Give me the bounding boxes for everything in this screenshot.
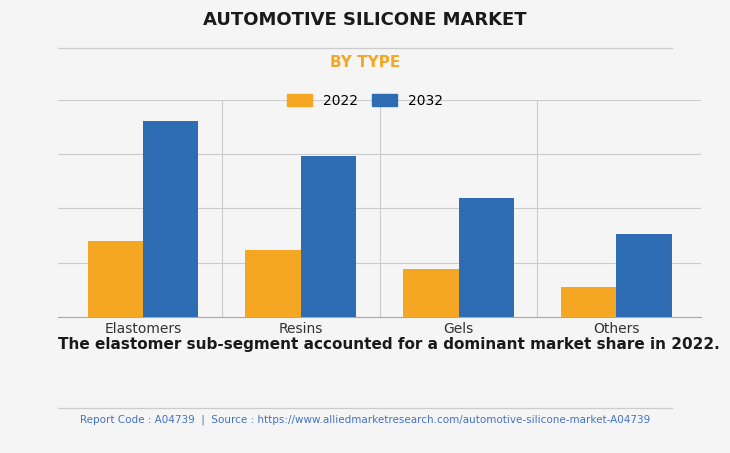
Bar bbox=[143, 121, 198, 317]
Legend: 2022, 2032: 2022, 2032 bbox=[281, 88, 449, 114]
Bar bbox=[561, 287, 616, 317]
Bar bbox=[458, 198, 514, 317]
Text: Report Code : A04739  |  Source : https://www.alliedmarketresearch.com/automotiv: Report Code : A04739 | Source : https://… bbox=[80, 414, 650, 425]
Bar bbox=[88, 241, 143, 317]
Text: AUTOMOTIVE SILICONE MARKET: AUTOMOTIVE SILICONE MARKET bbox=[203, 11, 527, 29]
Bar bbox=[616, 235, 672, 317]
Text: The elastomer sub-segment accounted for a dominant market share in 2022.: The elastomer sub-segment accounted for … bbox=[58, 337, 721, 352]
Bar bbox=[245, 250, 301, 317]
Text: BY TYPE: BY TYPE bbox=[330, 55, 400, 70]
Bar bbox=[403, 269, 458, 317]
Bar bbox=[301, 156, 356, 317]
